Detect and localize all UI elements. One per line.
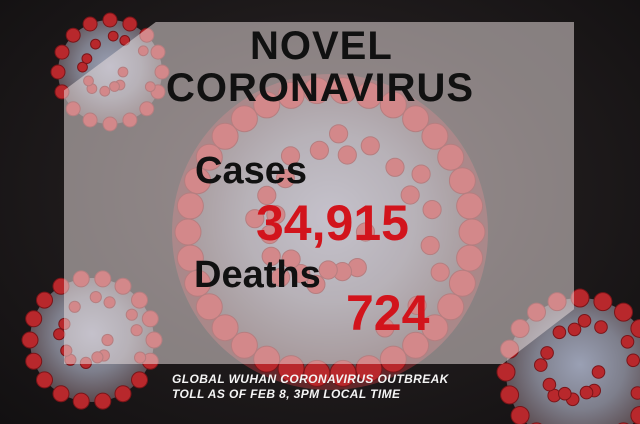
cases-value: 34,915 <box>256 195 409 251</box>
translucent-text-panel <box>64 22 574 364</box>
caption-line-2: TOLL AS OF FEB 8, 3PM LOCAL TIME <box>172 387 401 401</box>
deaths-label: Deaths <box>194 254 321 296</box>
deaths-value: 724 <box>346 285 430 341</box>
title-line-1: NOVEL <box>250 24 393 68</box>
title-line-2: CORONAVIRUS <box>166 66 475 110</box>
caption-line-1: GLOBAL WUHAN CORONAVIRUS OUTBREAK <box>172 372 449 386</box>
cases-label: Cases <box>195 150 307 192</box>
